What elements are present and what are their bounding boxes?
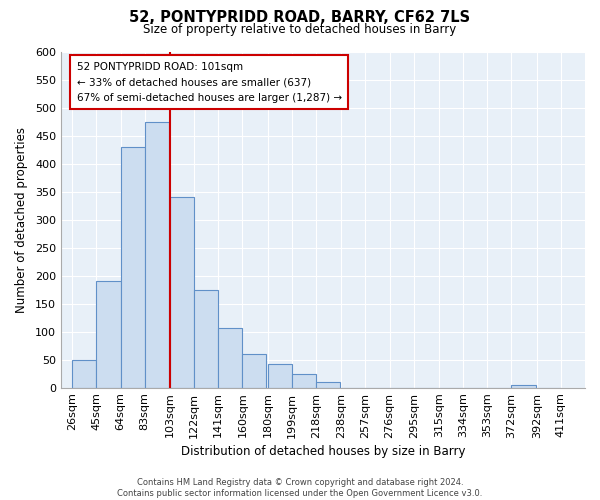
Bar [242, 354, 266, 388]
Bar [511, 385, 536, 388]
Bar [170, 197, 194, 388]
Bar [97, 281, 121, 388]
Bar [268, 364, 292, 388]
Text: Size of property relative to detached houses in Barry: Size of property relative to detached ho… [143, 22, 457, 36]
Text: 52 PONTYPRIDD ROAD: 101sqm
← 33% of detached houses are smaller (637)
67% of sem: 52 PONTYPRIDD ROAD: 101sqm ← 33% of deta… [77, 62, 342, 103]
Bar [194, 290, 218, 388]
Text: 52, PONTYPRIDD ROAD, BARRY, CF62 7LS: 52, PONTYPRIDD ROAD, BARRY, CF62 7LS [130, 10, 470, 25]
Text: Contains HM Land Registry data © Crown copyright and database right 2024.
Contai: Contains HM Land Registry data © Crown c… [118, 478, 482, 498]
X-axis label: Distribution of detached houses by size in Barry: Distribution of detached houses by size … [181, 444, 465, 458]
Bar [292, 374, 316, 388]
Bar [218, 328, 242, 388]
Bar [145, 122, 169, 388]
Bar [73, 360, 97, 388]
Bar [316, 382, 340, 388]
Bar [121, 147, 145, 388]
Y-axis label: Number of detached properties: Number of detached properties [15, 126, 28, 312]
